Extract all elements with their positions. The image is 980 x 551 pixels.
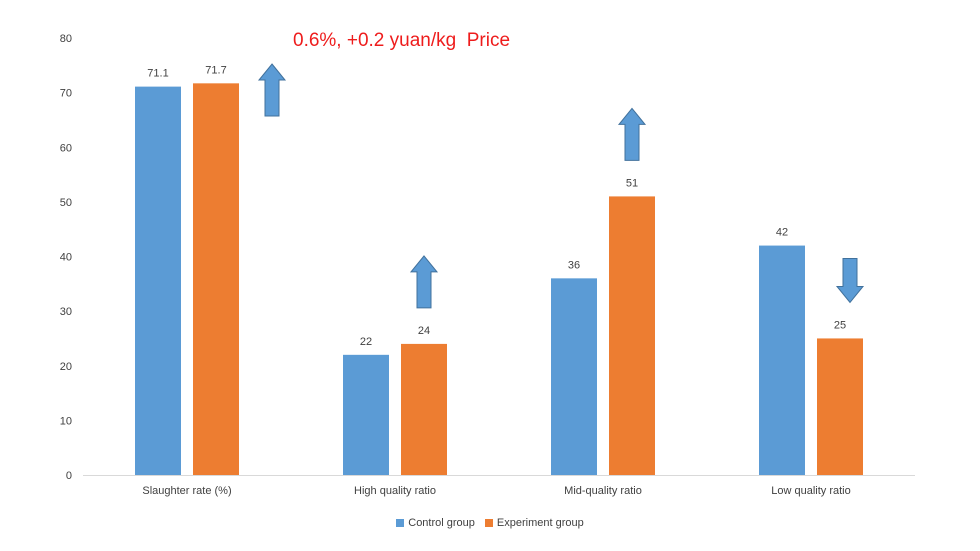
arrow-up-icon (257, 63, 287, 117)
data-label: 71.7 (205, 64, 226, 76)
legend-swatch-experiment (484, 519, 493, 527)
x-tick-label: High quality ratio (354, 485, 436, 497)
bar-experiment (817, 338, 863, 475)
x-tick-label: Low quality ratio (771, 485, 851, 497)
y-tick-label: 60 (60, 142, 72, 154)
arrow-up-icon (409, 255, 439, 309)
data-label: 71.1 (147, 68, 168, 80)
y-tick-label: 10 (60, 415, 72, 427)
data-label: 51 (626, 177, 638, 189)
y-tick-label: 40 (60, 252, 72, 264)
bar-experiment (193, 83, 239, 476)
y-tick-label: 70 (60, 88, 72, 100)
data-label: 25 (834, 319, 846, 331)
y-tick-label: 80 (60, 33, 72, 45)
x-tick-label: Mid-quality ratio (564, 485, 642, 497)
legend-label-control: Control group (408, 517, 475, 529)
y-tick-label: 0 (66, 470, 72, 482)
arrow-down-icon (835, 257, 865, 304)
bar-experiment (401, 343, 447, 475)
y-tick-label: 20 (60, 361, 72, 373)
arrow-up-icon (617, 107, 647, 161)
legend: Control group Experiment group (0, 517, 980, 529)
bar-control (135, 86, 181, 476)
bar-experiment (609, 196, 655, 475)
data-label: 24 (418, 325, 430, 337)
data-label: 22 (360, 336, 372, 348)
legend-swatch-control (396, 519, 405, 527)
data-label: 42 (776, 227, 788, 239)
bar-control (759, 245, 805, 475)
bar-control (551, 278, 597, 475)
x-tick-label: Slaughter rate (%) (142, 485, 231, 497)
legend-item-experiment: Experiment group (484, 517, 584, 529)
data-label: 36 (568, 259, 580, 271)
bar-control (343, 354, 389, 475)
legend-label-experiment: Experiment group (496, 517, 584, 529)
y-tick-label: 50 (60, 197, 72, 209)
legend-item-control: Control group (396, 517, 475, 529)
price-annotation: 0.6%, +0.2 yuan/kg Price (293, 30, 511, 51)
y-tick-label: 30 (60, 306, 72, 318)
